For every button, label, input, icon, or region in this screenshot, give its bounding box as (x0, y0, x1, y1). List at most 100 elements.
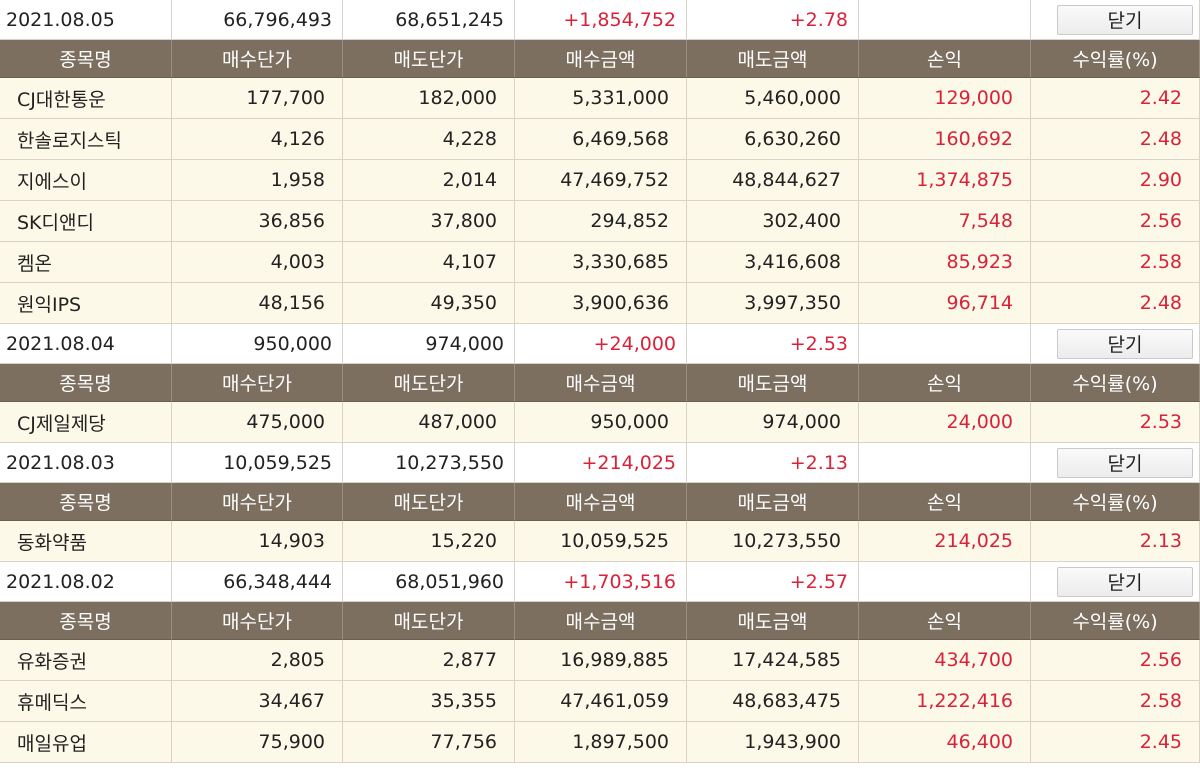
header-rate: 수익률(%) (1031, 40, 1200, 78)
table-row: 매일유업 75,900 77,756 1,897,500 1,943,900 4… (0, 722, 1200, 763)
stock-name: SK디앤디 (0, 201, 172, 242)
table-row: SK디앤디 36,856 37,800 294,852 302,400 7,54… (0, 201, 1200, 242)
sell-price: 2,014 (343, 160, 515, 201)
profit-rate: 2.45 (1031, 722, 1200, 763)
sell-amount: 10,273,550 (687, 521, 859, 562)
day-summary-row: 2021.08.03 10,059,525 10,273,550 +214,02… (0, 443, 1200, 483)
summary-date: 2021.08.04 (0, 324, 172, 364)
buy-price: 475,000 (172, 402, 343, 443)
summary-empty-cell (859, 562, 1031, 602)
sell-amount: 48,683,475 (687, 681, 859, 722)
header-sell-price: 매도단가 (343, 40, 515, 78)
sell-price: 487,000 (343, 402, 515, 443)
header-buy-price: 매수단가 (172, 483, 343, 521)
summary-button-cell: 닫기 (1031, 562, 1200, 602)
stock-name: 지에스이 (0, 160, 172, 201)
header-stock-name: 종목명 (0, 483, 172, 521)
table-row: 한솔로지스틱 4,126 4,228 6,469,568 6,630,260 1… (0, 119, 1200, 160)
header-buy-amount: 매수금액 (515, 40, 687, 78)
sell-amount: 3,997,350 (687, 283, 859, 324)
profit-rate: 2.48 (1031, 283, 1200, 324)
buy-price: 4,126 (172, 119, 343, 160)
buy-amount: 16,989,885 (515, 640, 687, 681)
buy-amount: 3,330,685 (515, 242, 687, 283)
sell-price: 15,220 (343, 521, 515, 562)
close-button[interactable]: 닫기 (1057, 328, 1193, 359)
summary-date: 2021.08.02 (0, 562, 172, 602)
stock-name: CJ제일제당 (0, 402, 172, 443)
buy-price: 4,003 (172, 242, 343, 283)
summary-rate: +2.57 (687, 562, 859, 602)
close-button[interactable]: 닫기 (1057, 4, 1193, 35)
summary-empty-cell (859, 443, 1031, 483)
stock-name: 원익IPS (0, 283, 172, 324)
sell-price: 182,000 (343, 78, 515, 119)
table-row: 켐온 4,003 4,107 3,330,685 3,416,608 85,92… (0, 242, 1200, 283)
summary-profit: +1,854,752 (515, 0, 687, 40)
summary-sell-total: 974,000 (343, 324, 515, 364)
sell-amount: 1,943,900 (687, 722, 859, 763)
column-header-row: 종목명 매수단가 매도단가 매수금액 매도금액 손익 수익률(%) (0, 364, 1200, 402)
table-row: 동화약품 14,903 15,220 10,059,525 10,273,550… (0, 521, 1200, 562)
buy-price: 14,903 (172, 521, 343, 562)
profit: 85,923 (859, 242, 1031, 283)
sell-price: 37,800 (343, 201, 515, 242)
header-stock-name: 종목명 (0, 364, 172, 402)
sell-price: 4,228 (343, 119, 515, 160)
close-button[interactable]: 닫기 (1057, 566, 1193, 597)
column-header-row: 종목명 매수단가 매도단가 매수금액 매도금액 손익 수익률(%) (0, 602, 1200, 640)
buy-price: 177,700 (172, 78, 343, 119)
profit: 24,000 (859, 402, 1031, 443)
summary-sell-total: 10,273,550 (343, 443, 515, 483)
summary-button-cell: 닫기 (1031, 324, 1200, 364)
profit: 160,692 (859, 119, 1031, 160)
stock-name: 켐온 (0, 242, 172, 283)
header-sell-price: 매도단가 (343, 364, 515, 402)
summary-sell-total: 68,651,245 (343, 0, 515, 40)
buy-price: 36,856 (172, 201, 343, 242)
close-button[interactable]: 닫기 (1057, 447, 1193, 478)
sell-price: 4,107 (343, 242, 515, 283)
table-row: 휴메딕스 34,467 35,355 47,461,059 48,683,475… (0, 681, 1200, 722)
summary-profit: +24,000 (515, 324, 687, 364)
sell-amount: 302,400 (687, 201, 859, 242)
column-header-row: 종목명 매수단가 매도단가 매수금액 매도금액 손익 수익률(%) (0, 483, 1200, 521)
buy-amount: 950,000 (515, 402, 687, 443)
summary-profit: +1,703,516 (515, 562, 687, 602)
buy-price: 34,467 (172, 681, 343, 722)
header-rate: 수익률(%) (1031, 364, 1200, 402)
table-row: CJ제일제당 475,000 487,000 950,000 974,000 2… (0, 402, 1200, 443)
header-rate: 수익률(%) (1031, 483, 1200, 521)
header-buy-amount: 매수금액 (515, 483, 687, 521)
header-buy-price: 매수단가 (172, 40, 343, 78)
profit-rate: 2.58 (1031, 681, 1200, 722)
summary-rate: +2.13 (687, 443, 859, 483)
summary-sell-total: 68,051,960 (343, 562, 515, 602)
header-buy-price: 매수단가 (172, 602, 343, 640)
sell-amount: 3,416,608 (687, 242, 859, 283)
buy-price: 48,156 (172, 283, 343, 324)
day-summary-row: 2021.08.02 66,348,444 68,051,960 +1,703,… (0, 562, 1200, 602)
header-sell-price: 매도단가 (343, 483, 515, 521)
summary-rate: +2.53 (687, 324, 859, 364)
header-stock-name: 종목명 (0, 602, 172, 640)
sell-price: 77,756 (343, 722, 515, 763)
header-sell-amount: 매도금액 (687, 40, 859, 78)
stock-name: 유화증권 (0, 640, 172, 681)
header-sell-amount: 매도금액 (687, 602, 859, 640)
summary-profit: +214,025 (515, 443, 687, 483)
profit: 1,374,875 (859, 160, 1031, 201)
profit-rate: 2.48 (1031, 119, 1200, 160)
header-buy-amount: 매수금액 (515, 364, 687, 402)
buy-amount: 5,331,000 (515, 78, 687, 119)
profit: 46,400 (859, 722, 1031, 763)
sell-amount: 974,000 (687, 402, 859, 443)
buy-amount: 6,469,568 (515, 119, 687, 160)
stock-name: CJ대한통운 (0, 78, 172, 119)
stock-name: 한솔로지스틱 (0, 119, 172, 160)
summary-buy-total: 10,059,525 (172, 443, 343, 483)
header-sell-amount: 매도금액 (687, 483, 859, 521)
sell-price: 49,350 (343, 283, 515, 324)
stock-name: 동화약품 (0, 521, 172, 562)
